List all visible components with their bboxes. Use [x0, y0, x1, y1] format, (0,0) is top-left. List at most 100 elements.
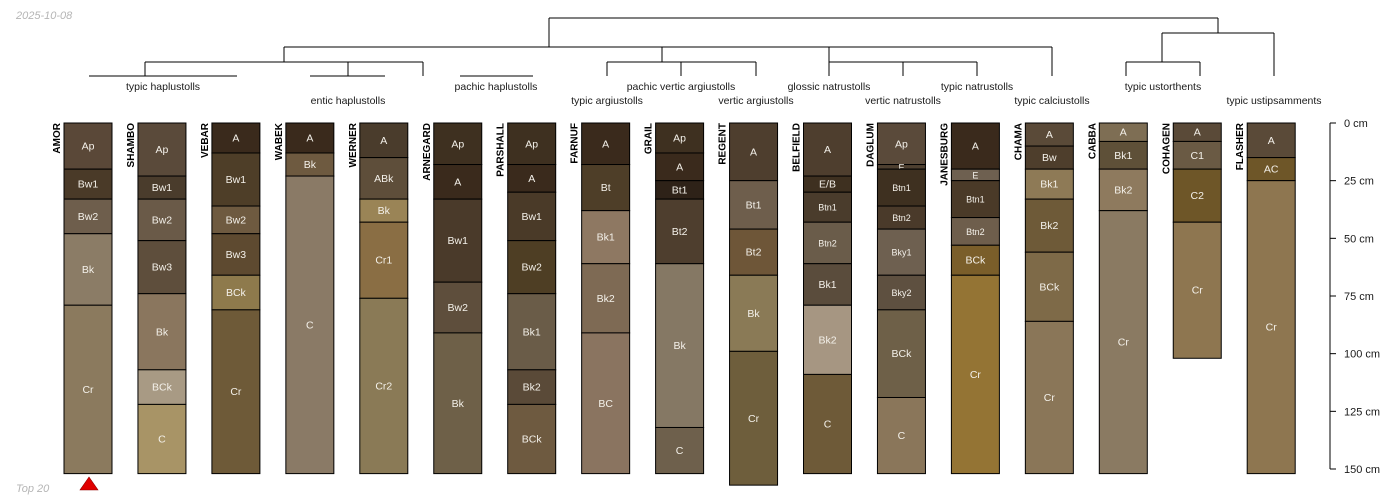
horizon-label: C1: [1191, 150, 1205, 162]
horizon-block: [950, 122, 1000, 170]
horizon-block: [211, 122, 261, 154]
profile-name-label: CABBA: [1087, 123, 1098, 159]
horizon-label: BCk: [892, 348, 913, 360]
horizon-label: Cr: [1192, 285, 1204, 297]
profile-name-label: REGENT: [718, 123, 729, 165]
horizon-label: Bk2: [597, 293, 615, 305]
horizon-block: [211, 309, 261, 475]
taxon-label: glossic natrustolls: [788, 81, 871, 93]
horizon-label: Bt2: [672, 226, 688, 238]
horizon-label: Bw2: [448, 302, 469, 314]
horizon-block: [876, 396, 926, 475]
profile-name-label: WABEK: [274, 122, 285, 160]
dendro-leaf-entic-haplustolls: [310, 62, 385, 77]
horizon-label: Ap: [525, 138, 538, 150]
horizon-label: Bw1: [521, 211, 542, 223]
horizon-label: Bk: [673, 340, 686, 352]
taxon-labels: typic haplustolls entic haplustolls pach…: [126, 81, 1322, 107]
horizon-label: BCk: [1039, 281, 1060, 293]
horizon-block: [63, 304, 113, 475]
horizon-label: BCk: [226, 287, 247, 299]
horizon-label: Ap: [673, 132, 686, 144]
taxon-label: typic argiustolls: [571, 95, 643, 107]
horizon-block: [655, 152, 705, 182]
dendro-branch-a-drops: [283, 47, 1053, 76]
horizon-block: [803, 373, 852, 475]
horizon-block: [876, 274, 926, 311]
horizon-block: [655, 122, 705, 154]
soil-profile-shambo: Ap Bw1 Bw2 Bw3 Bk BCk C SHAMBO: [126, 122, 187, 475]
taxon-label: typic calciustolls: [1014, 95, 1089, 107]
horizon-label: Bt1: [746, 199, 762, 211]
horizon-block: [63, 198, 113, 235]
soil-profile-regent: A Bt1 Bt2 Bk Cr REGENT: [718, 122, 779, 486]
profile-name-label: GRAIL: [644, 123, 655, 154]
horizon-label: A: [972, 141, 979, 153]
horizon-block: [63, 122, 113, 170]
horizon-label: A: [1120, 127, 1127, 139]
horizon-label: Bw1: [152, 182, 173, 194]
taxon-label: typic natrustolls: [941, 81, 1013, 93]
horizon-block: [950, 274, 1000, 475]
horizon-label: Bw2: [152, 214, 173, 226]
horizon-label: A: [824, 144, 831, 156]
horizon-label: A: [380, 135, 387, 147]
horizon-block: [433, 198, 483, 283]
horizon-label: Cr: [748, 413, 760, 425]
horizon-block: [433, 164, 483, 200]
horizon-label: A: [232, 132, 239, 144]
horizon-label: A: [1268, 135, 1275, 147]
horizon-block: [950, 244, 1000, 276]
horizon-block: [803, 263, 852, 306]
horizon-block: [1024, 320, 1074, 475]
horizon-block: [507, 164, 557, 193]
marker-triangle-icon: [79, 476, 99, 491]
horizon-label: C2: [1191, 190, 1205, 202]
horizon-block: [803, 122, 852, 177]
profile-name-label: PARSHALL: [496, 123, 507, 177]
horizon-label: Ap: [895, 138, 908, 150]
horizon-block: [211, 152, 261, 207]
horizon-label: Bk: [156, 326, 169, 338]
horizon-block: [1024, 198, 1074, 253]
horizon-label: Cr: [1266, 322, 1278, 334]
horizon-label: Bw2: [521, 262, 542, 274]
horizon-block: [581, 164, 631, 212]
horizon-label: A: [602, 138, 609, 150]
horizon-label: Cr: [230, 386, 242, 398]
dendro-branch-natrustolls: [828, 47, 978, 76]
horizon-block: [1098, 210, 1148, 475]
horizon-label: Btn1: [892, 183, 911, 193]
taxon-label: pachic haplustolls: [455, 81, 538, 93]
horizon-block: [729, 122, 779, 182]
horizon-label: BC: [598, 398, 613, 410]
horizon-block: [137, 240, 187, 295]
depth-axis: 0 cm 25 cm 50 cm 75 cm 100 cm 125 cm 150 cm: [1329, 118, 1380, 476]
date-stamp: 2025-10-08: [15, 10, 73, 22]
profile-name-label: FARNUF: [570, 123, 581, 164]
horizon-block: [433, 332, 483, 475]
horizon-label: Cr: [82, 384, 94, 396]
horizon-label: Cr2: [375, 380, 392, 392]
soil-profile-cabba: A Bk1 Bk2 Cr CABBA: [1087, 122, 1148, 475]
horizon-label: Ap: [156, 144, 169, 156]
soil-profile-chama: A Bw Bk1 Bk2 BCk Cr CHAMA: [1013, 122, 1074, 475]
horizon-block: [359, 297, 409, 475]
horizon-label: Bky2: [891, 288, 911, 298]
horizon-label: BCk: [965, 255, 986, 267]
horizon-label: Bk: [747, 308, 760, 320]
soil-profile-grail: Ap A Bt1 Bt2 Bk C GRAIL: [644, 122, 705, 475]
horizon-block: [285, 175, 335, 475]
horizon-label: Btn1: [818, 203, 837, 213]
horizon-label: BCk: [152, 382, 173, 394]
horizon-label: Cr1: [375, 255, 392, 267]
horizon-block: [1098, 140, 1148, 170]
taxon-label: typic ustipsamments: [1226, 95, 1321, 107]
taxon-label: typic ustorthents: [1125, 81, 1201, 93]
axis-tick-label: 0 cm: [1344, 118, 1368, 130]
profile-name-label: ARNEGARD: [422, 123, 433, 181]
horizon-block: [211, 205, 261, 235]
soil-profile-flasher: A AC Cr FLASHER: [1235, 122, 1296, 475]
